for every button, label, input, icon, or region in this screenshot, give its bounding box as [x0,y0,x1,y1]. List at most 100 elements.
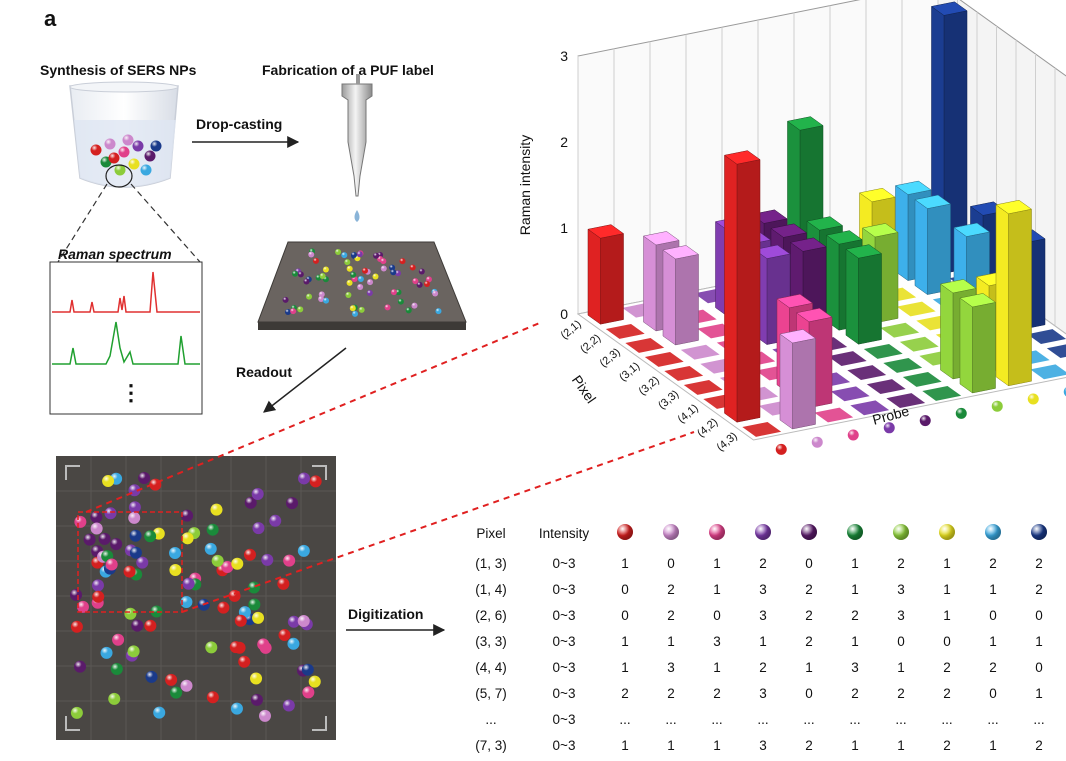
cell-value: 0 [621,581,629,597]
zero-tile [880,322,920,338]
table-row: (1, 3) 0~3 1 0 1 2 0 1 2 1 2 2 [456,550,1062,576]
table-row: (2, 6) 0~3 0 2 0 3 2 2 3 1 0 0 [456,602,1062,628]
label-nanoparticle [127,645,140,658]
cell-value: 0 [805,555,813,571]
label-nanoparticle [282,699,295,712]
label-nanoparticle [91,579,104,592]
plate-nanoparticle [345,291,352,298]
cell-value: 3 [897,607,905,623]
cell-value: 3 [759,685,767,701]
cell-value: 2 [805,737,813,753]
zero-tile [866,379,906,395]
beaker-nanoparticle [140,164,152,176]
label-nanoparticle [110,538,123,551]
plate-nanoparticle [290,308,297,315]
label-nanoparticle [150,605,163,618]
beaker-nanoparticle [144,150,156,162]
table-row: (4, 4) 0~3 1 3 1 2 1 3 1 2 2 0 [456,654,1062,680]
beaker-nanoparticle [128,158,140,170]
probe-axis-ball [775,443,787,455]
label-nanoparticle [217,601,230,614]
cell-intensity: 0~3 [552,607,576,623]
plate-nanoparticle [367,279,374,286]
label-nanoparticle [74,660,87,673]
zero-tile [1030,364,1066,380]
cell-value: 1 [621,737,629,753]
x-axis-label: Pixel [569,372,600,406]
cell-pixel: ... [485,711,497,727]
table-row: (3, 3) 0~3 1 1 3 1 2 1 0 0 1 1 [456,628,1062,654]
cell-value: 3 [759,581,767,597]
beaker-nanoparticle [108,152,120,164]
label-nanoparticle [128,511,141,524]
cell-intensity: 0~3 [552,737,576,753]
probe-light-blue-icon [985,523,1001,540]
panel-label: a [44,6,57,31]
probe-axis-ball [811,436,823,448]
plate-nanoparticle [358,306,365,313]
label-nanoparticle [70,706,83,719]
label-nanoparticle [76,600,89,613]
plate-nanoparticle [424,280,431,287]
plate-nanoparticle [397,298,404,305]
cell-value: 2 [667,581,675,597]
cell-value: 0 [667,555,675,571]
label-nanoparticle [138,472,151,485]
cell-pixel: (4, 4) [475,659,507,675]
cell-value: ... [941,711,953,727]
label-nanoparticle [83,533,96,546]
probe-purple-icon [755,523,771,540]
plate-nanoparticle [372,273,379,280]
beaker-nanoparticle [104,138,116,150]
label-nanoparticle [129,546,142,559]
cell-value: 0 [989,607,997,623]
label-nanoparticle [204,542,217,555]
plate-nanoparticle [418,268,425,275]
cell-intensity: 0~3 [552,711,576,727]
label-nanoparticle [136,556,149,569]
cell-value: 3 [667,659,675,675]
zero-tile [850,400,890,416]
probe-axis-ball [883,422,895,434]
label-nanoparticle [297,614,310,627]
plate-nanoparticle [399,258,406,265]
cell-value: ... [711,711,723,727]
cell-value: ... [849,711,861,727]
beaker-zoom-circle [105,164,133,188]
label-nanoparticle [252,522,265,535]
label-nanoparticle [248,598,261,611]
pixel-tick-label: (3,2) [637,374,662,398]
probe-axis-ball [991,400,1003,412]
cell-value: 3 [759,737,767,753]
cell-value: 2 [759,555,767,571]
label-nanoparticle [283,554,296,567]
cell-value: 2 [667,685,675,701]
cell-value: 3 [851,659,859,675]
label-nanoparticle [251,488,264,501]
pipette [341,74,373,222]
plate-nanoparticle [292,270,299,277]
plate-nanoparticle [303,278,310,285]
zero-tile [605,323,645,339]
label-nanoparticle [100,646,113,659]
plate-nanoparticle [312,257,319,264]
plate-nanoparticle [322,266,329,273]
plate-nanoparticle [357,275,364,282]
plate-nanoparticle [346,279,353,286]
zero-tile [814,407,854,423]
label-nanoparticle [308,675,321,688]
label-nanoparticle [243,548,256,561]
label-nanoparticle [169,564,182,577]
label-nanoparticle [180,679,193,692]
cell-value: 2 [851,607,859,623]
cell-value: 1 [851,555,859,571]
cell-pixel: (5, 7) [475,685,507,701]
zero-tile [664,365,704,381]
label-nanoparticle [221,560,234,573]
plate-nanoparticle [352,310,359,317]
cell-value: 3 [713,633,721,649]
cell-value: 1 [713,555,721,571]
cell-intensity: 0~3 [552,555,576,571]
label-nanoparticle [234,614,247,627]
